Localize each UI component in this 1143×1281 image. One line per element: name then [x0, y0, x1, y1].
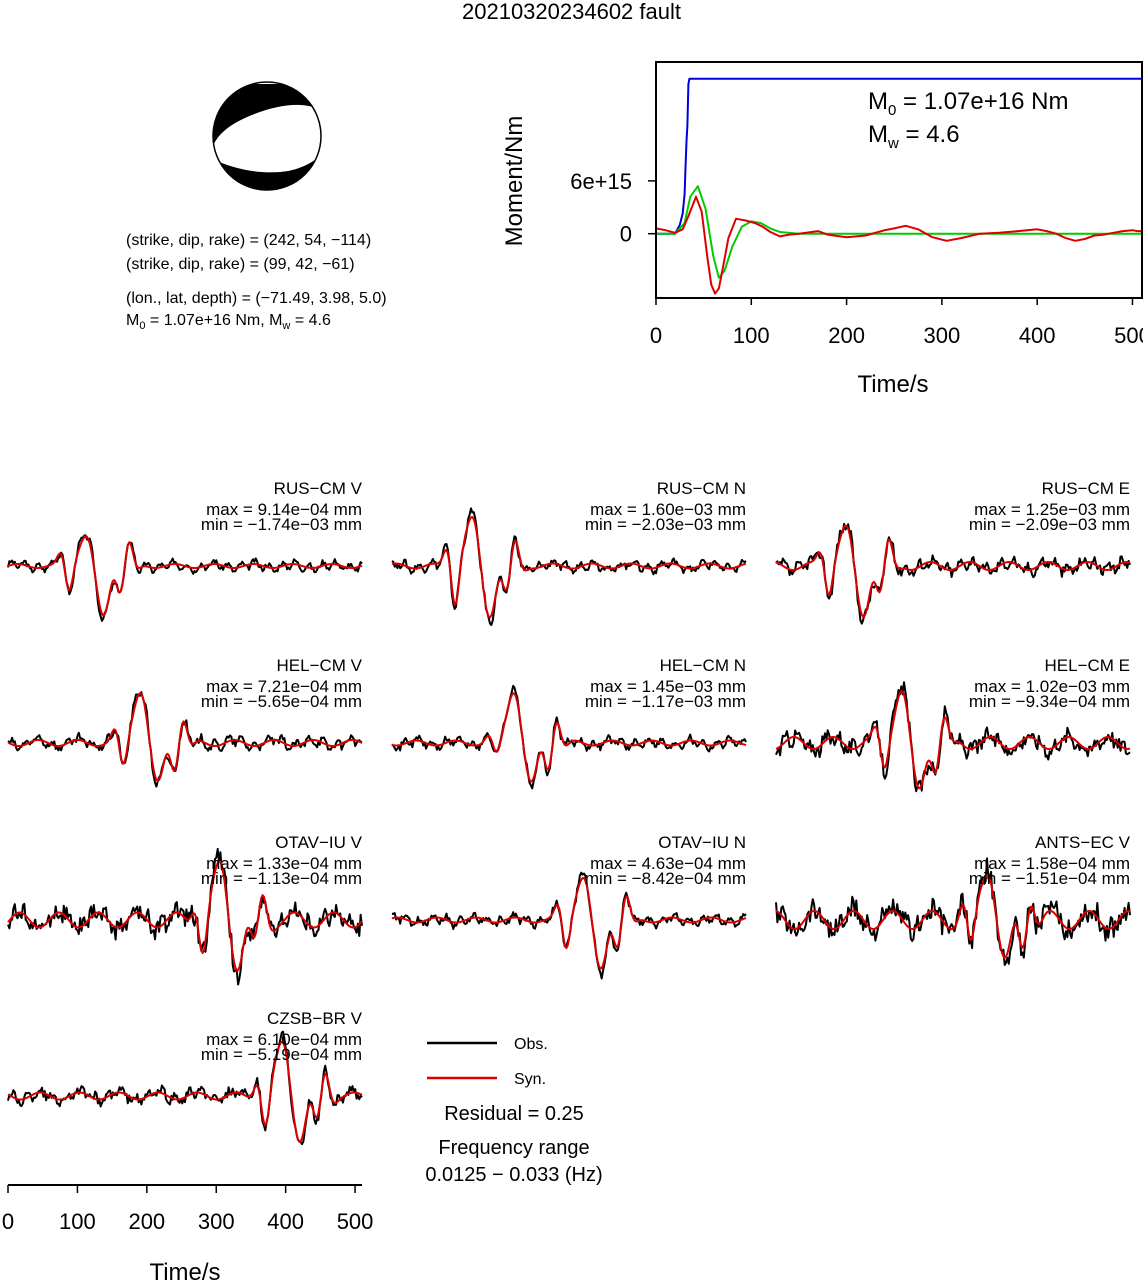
waveform-x-tick-label: 300: [198, 1209, 235, 1234]
syn-trace: [391, 877, 747, 970]
station-max: max = 1.02e−03 mm: [974, 677, 1130, 696]
frequency-range-label: Frequency range: [438, 1137, 590, 1159]
station-name: RUS−CM E: [1042, 479, 1130, 498]
waveform-x-tick-label: 0: [2, 1209, 14, 1234]
station-max: max = 9.14e−04 mm: [206, 500, 362, 519]
obs-trace: [7, 847, 363, 986]
legend-obs-label: Obs.: [514, 1036, 548, 1053]
waveform-x-tick-label: 200: [128, 1209, 165, 1234]
station-name: ANTS−EC V: [1035, 833, 1131, 852]
hypocenter-location: (lon., lat, depth) = (−71.49, 3.98, 5.0): [126, 290, 387, 307]
station-min: min = −9.34e−04 mm: [969, 692, 1130, 711]
station-name: RUS−CM V: [274, 479, 363, 498]
station-name: OTAV−IU N: [658, 833, 746, 852]
station-min: min = −8.42e−04 mm: [585, 869, 746, 888]
moment-x-tick-label: 500: [1114, 323, 1143, 348]
station-name: HEL−CM E: [1045, 656, 1131, 675]
station-name: HEL−CM V: [277, 656, 363, 675]
moment-xlabel: Time/s: [857, 371, 928, 398]
moment-y-tick-label: 6e+15: [570, 169, 632, 194]
syn-trace: [391, 516, 747, 619]
station-max: max = 1.58e−04 mm: [974, 854, 1130, 873]
station-max: max = 6.10e−04 mm: [206, 1030, 362, 1049]
obs-trace: [7, 534, 363, 622]
station-max: max = 1.60e−03 mm: [590, 500, 746, 519]
moment-magnitude-line: M0 = 1.07e+16 Nm, Mw = 4.6: [126, 312, 331, 333]
station-min: min = −1.74e−03 mm: [201, 515, 362, 534]
moment-x-tick-label: 0: [650, 323, 662, 348]
station-name: RUS−CM N: [657, 479, 746, 498]
frequency-range-value: 0.0125 − 0.033 (Hz): [425, 1164, 603, 1186]
moment-ylabel: Moment/Nm: [501, 116, 528, 247]
moment-function-chart: 010020030040050006e+15 Moment/Nm Time/s …: [501, 61, 1143, 398]
station-max: max = 1.33e−04 mm: [206, 854, 362, 873]
moment-annotation-mw: Mw = 4.6: [868, 121, 960, 152]
station-min: min = −1.13e−04 mm: [201, 869, 362, 888]
nodal-plane-1: (strike, dip, rake) = (242, 54, −114): [126, 232, 372, 249]
beachball-icon: [212, 81, 322, 191]
legend: Obs. Syn.: [427, 1036, 548, 1088]
station-name: CZSB−BR V: [267, 1009, 363, 1028]
syn-trace: [7, 535, 363, 617]
syn-trace: [7, 860, 363, 972]
obs-trace: [391, 871, 747, 980]
syn-trace: [7, 692, 363, 783]
station-name: HEL−CM N: [660, 656, 746, 675]
station-max: max = 1.45e−03 mm: [590, 677, 746, 696]
residual-label: Residual = 0.25: [444, 1103, 584, 1125]
moment-annotation-m0: M0 = 1.07e+16 Nm: [868, 88, 1068, 119]
nodal-plane-2: (strike, dip, rake) = (99, 42, −61): [126, 256, 355, 273]
moment-x-tick-label: 400: [1019, 323, 1056, 348]
moment-plot-frame: [655, 61, 1143, 299]
station-max: max = 1.25e−03 mm: [974, 500, 1130, 519]
moment-x-tick-label: 200: [828, 323, 865, 348]
figure-title: 20210320234602 fault: [462, 0, 681, 24]
moment-x-tick-label: 100: [733, 323, 770, 348]
waveform-x-tick-label: 500: [337, 1209, 374, 1234]
waveform-x-tick-label: 400: [267, 1209, 304, 1234]
moment-series-2: [656, 185, 1142, 279]
legend-syn-label: Syn.: [514, 1071, 546, 1088]
station-min: min = −2.03e−03 mm: [585, 515, 746, 534]
syn-trace: [775, 690, 1131, 790]
syn-trace: [775, 874, 1131, 959]
syn-trace: [775, 524, 1131, 618]
moment-series-1: [656, 77, 1142, 235]
station-max: max = 4.63e−04 mm: [590, 854, 746, 873]
obs-trace: [775, 522, 1131, 625]
station-min: min = −5.65e−04 mm: [201, 692, 362, 711]
station-max: max = 7.21e−04 mm: [206, 677, 362, 696]
station-min: min = −1.17e−03 mm: [585, 692, 746, 711]
station-min: min = −1.51e−04 mm: [969, 869, 1130, 888]
moment-x-tick-label: 300: [924, 323, 961, 348]
station-name: OTAV−IU V: [275, 833, 362, 852]
moment-series-3: [655, 195, 1142, 295]
waveform-x-tick-label: 100: [59, 1209, 96, 1234]
station-min: min = −5.19e−04 mm: [201, 1045, 362, 1064]
moment-y-tick-label: 0: [620, 222, 632, 247]
syn-trace: [7, 1040, 363, 1143]
waveform-xlabel: Time/s: [149, 1259, 220, 1281]
syn-trace: [391, 692, 747, 783]
station-min: min = −2.09e−03 mm: [969, 515, 1130, 534]
